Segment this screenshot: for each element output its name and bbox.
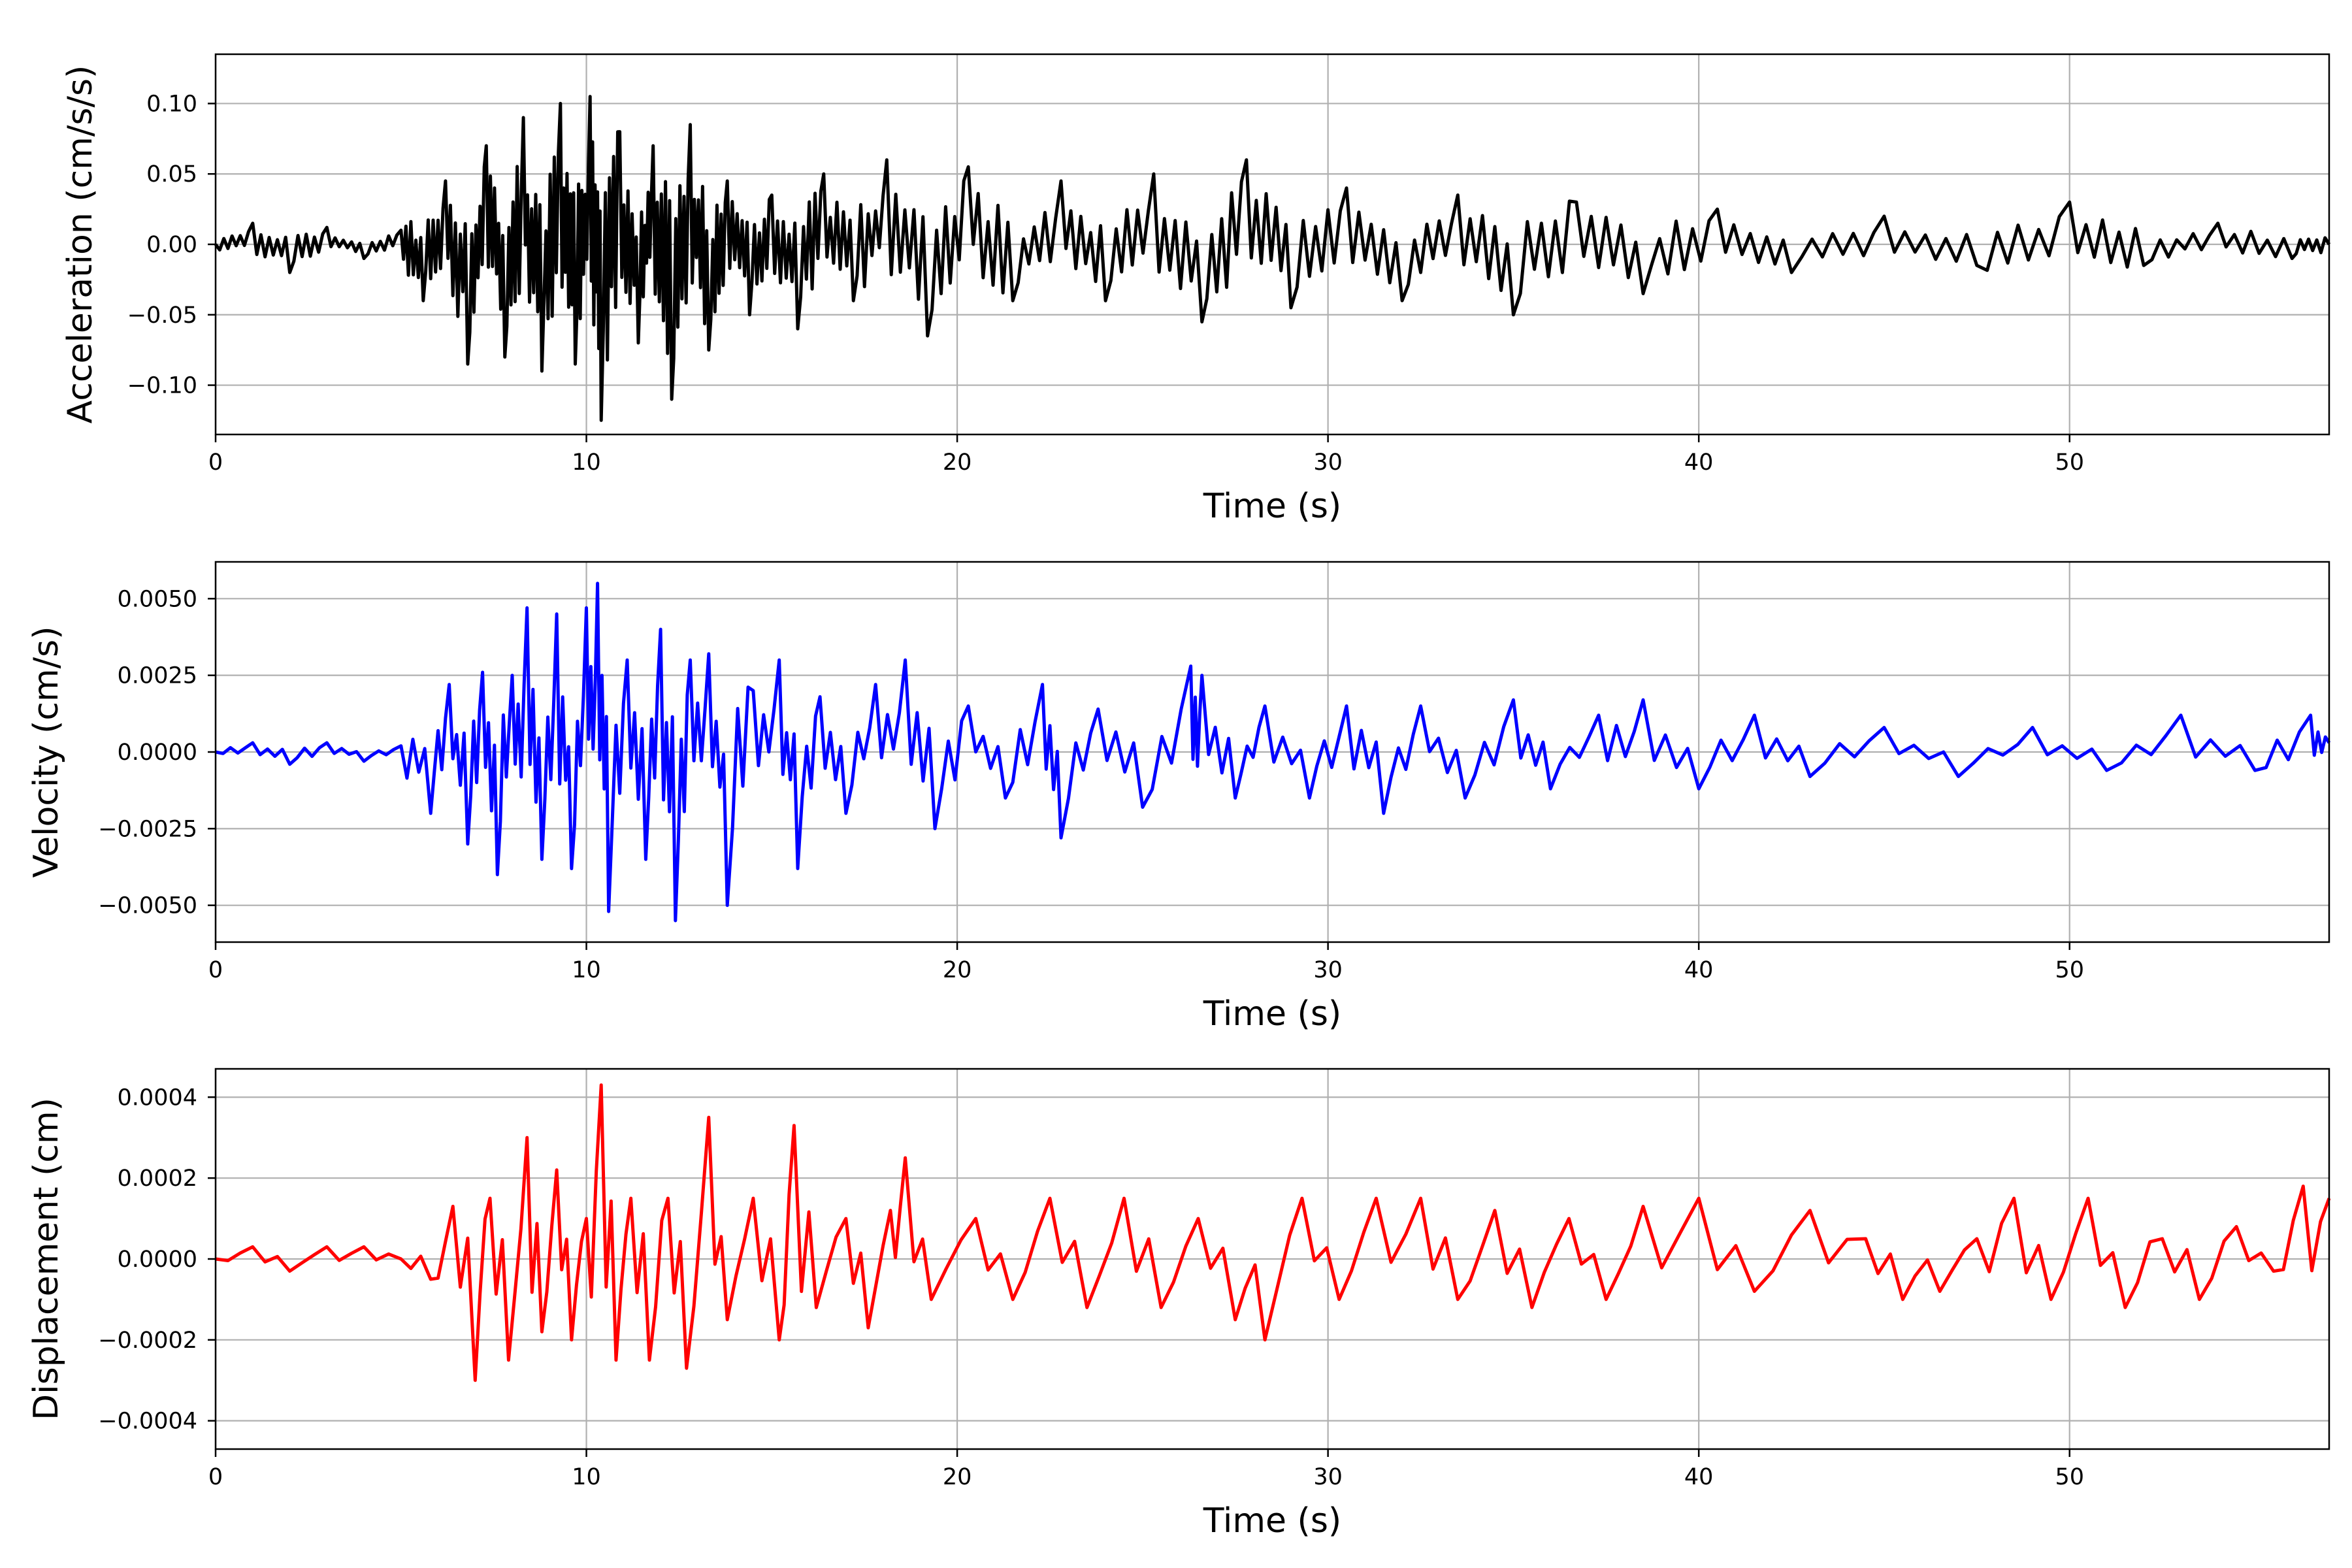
velocity-ytick-label: −0.0025 [98, 816, 197, 842]
acceleration-xtick-label: 10 [572, 449, 601, 476]
velocity-ytick-label: −0.0050 [98, 893, 197, 919]
acceleration-series-line [214, 95, 2331, 422]
displacement-ytick-label: −0.0002 [98, 1328, 197, 1354]
displacement-xtick-label: 30 [1313, 1464, 1343, 1490]
acceleration-xtick-label: 20 [943, 449, 972, 476]
displacement-ytick-label: 0.0002 [118, 1166, 197, 1192]
acceleration-xtick-label: 30 [1313, 449, 1343, 476]
displacement-ytick-label: −0.0004 [98, 1409, 197, 1435]
velocity-ytick-label: 0.0050 [118, 586, 197, 612]
velocity-xtick-label: 0 [208, 957, 223, 983]
displacement-xtick-label: 10 [572, 1464, 601, 1490]
acceleration-ytick-label: 0.05 [146, 161, 197, 188]
displacement-xtick-label: 40 [1684, 1464, 1714, 1490]
acceleration-xtick-label: 0 [208, 449, 223, 476]
displacement-xtick-label: 0 [208, 1464, 223, 1490]
acceleration-ytick-label: −0.10 [127, 373, 197, 399]
acceleration-ytick-label: 0.10 [146, 91, 197, 117]
displacement-ytick-label: 0.0004 [118, 1085, 197, 1111]
displacement-x-axis-title: Time (s) [1203, 1501, 1341, 1541]
displacement-xtick-label: 50 [2055, 1464, 2084, 1490]
acceleration-x-axis-title: Time (s) [1203, 487, 1341, 526]
acceleration-xtick-label: 40 [1684, 449, 1714, 476]
acceleration-xtick-label: 50 [2055, 449, 2084, 476]
velocity-y-axis-title: Velocity (cm/s) [27, 627, 66, 878]
acceleration-panel: 0 10 20 30 40 50 0.10 0.05 0.00 −0.05 −0.10 Time (s… [61, 53, 2331, 526]
displacement-ytick-label: 0.0000 [118, 1247, 197, 1273]
displacement-y-axis-title: Displacement (cm) [27, 1098, 66, 1420]
velocity-panel: 0 10 20 30 40 50 0.0050 0.0025 0.0000 −0.0025 −0.0… [27, 561, 2331, 1034]
velocity-xtick-label: 40 [1684, 957, 1714, 983]
acceleration-ytick-label: −0.05 [127, 302, 197, 329]
velocity-xtick-label: 50 [2055, 957, 2084, 983]
acceleration-y-axis-title: Acceleration (cm/s/s) [61, 65, 100, 424]
displacement-panel: 0 10 20 30 40 50 0.0004 0.0002 0.0000 −0.0002 −0.0… [27, 1068, 2331, 1541]
velocity-ytick-label: 0.0000 [118, 740, 197, 766]
velocity-series-line [215, 581, 2331, 923]
acceleration-ytick-label: 0.00 [146, 232, 197, 258]
displacement-xtick-label: 20 [943, 1464, 972, 1490]
velocity-xtick-label: 10 [572, 957, 601, 983]
velocity-xtick-label: 30 [1313, 957, 1343, 983]
displacement-series-line [215, 1083, 2331, 1382]
velocity-x-axis-title: Time (s) [1203, 994, 1341, 1034]
velocity-ytick-label: 0.0025 [118, 663, 197, 689]
velocity-xtick-label: 20 [943, 957, 972, 983]
